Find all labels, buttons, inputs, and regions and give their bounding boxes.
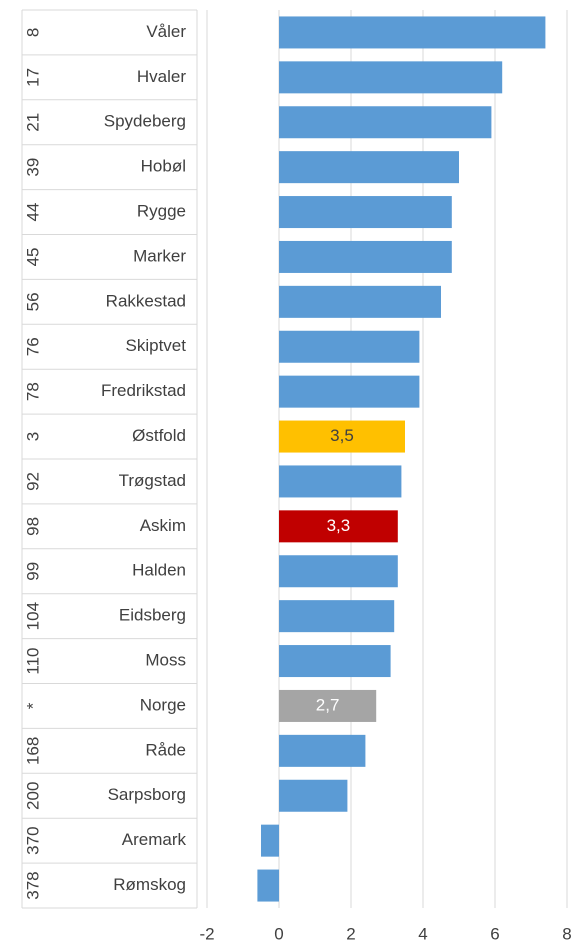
rank-label: 378 [23, 871, 42, 899]
bar [279, 689, 377, 722]
rank-label: 168 [23, 737, 42, 765]
rank-label: * [23, 702, 42, 709]
bar [279, 510, 398, 543]
y-tick-label: Eidsberg [119, 606, 186, 625]
bar [279, 330, 420, 363]
x-tick-label: 2 [346, 924, 355, 943]
y-tick-label: Marker [133, 246, 186, 265]
y-tick-label: Skiptvet [126, 336, 187, 355]
bar [279, 645, 391, 678]
y-tick-label: Halden [132, 561, 186, 580]
y-tick-label: Rømskog [113, 875, 186, 894]
y-tick-label: Sarpsborg [108, 785, 186, 804]
x-tick-label: 0 [274, 924, 283, 943]
rank-label: 44 [23, 203, 42, 222]
y-tick-label: Våler [146, 22, 186, 41]
x-tick-label: 6 [490, 924, 499, 943]
rank-label: 99 [23, 562, 42, 581]
bar [279, 734, 366, 767]
y-tick-label: Hvaler [137, 67, 186, 86]
rank-label: 76 [23, 337, 42, 356]
rank-label: 78 [23, 382, 42, 401]
rank-label: 200 [23, 782, 42, 810]
y-tick-label: Rakkestad [106, 291, 186, 310]
y-tick-label: Aremark [122, 830, 187, 849]
bar [279, 151, 459, 184]
y-tick-label: Hobøl [141, 157, 186, 176]
bar [279, 61, 503, 94]
rank-label: 45 [23, 247, 42, 266]
data-label: 3,3 [327, 516, 351, 535]
bar [279, 375, 420, 408]
y-tick-label: Moss [145, 651, 186, 670]
bar [279, 779, 348, 812]
y-tick-label: Råde [145, 740, 186, 759]
rank-label: 110 [23, 647, 42, 674]
y-tick-label: Rygge [137, 202, 186, 221]
bar [279, 16, 546, 49]
bar [257, 869, 279, 902]
x-tick-label: 4 [418, 924, 427, 943]
bar [279, 240, 452, 273]
bar [279, 420, 405, 453]
bar [279, 285, 441, 318]
data-label: 3,5 [330, 426, 354, 445]
rank-label: 56 [23, 292, 42, 311]
y-tick-label: Østfold [132, 426, 186, 445]
y-tick-label: Norge [140, 695, 186, 714]
rank-label: 92 [23, 472, 42, 491]
bar [279, 106, 492, 139]
rank-label: 21 [23, 113, 42, 132]
bar [261, 824, 279, 857]
bar [279, 196, 452, 229]
x-tick-label: -2 [199, 924, 214, 943]
rank-label: 104 [23, 602, 42, 630]
y-tick-label: Fredrikstad [101, 381, 186, 400]
rank-label: 370 [23, 826, 42, 854]
bar [279, 600, 395, 633]
y-tick-label: Spydeberg [104, 112, 186, 131]
bar [279, 465, 402, 498]
y-tick-label: Trøgstad [119, 471, 186, 490]
rank-label: 39 [23, 158, 42, 177]
rank-label: 8 [23, 28, 42, 37]
data-label: 2,7 [316, 695, 340, 714]
y-tick-label: Askim [140, 516, 186, 535]
rank-label: 98 [23, 517, 42, 536]
rank-label: 3 [23, 432, 42, 441]
bar [279, 555, 398, 588]
rank-label: 17 [23, 68, 42, 87]
x-tick-label: 8 [562, 924, 571, 943]
